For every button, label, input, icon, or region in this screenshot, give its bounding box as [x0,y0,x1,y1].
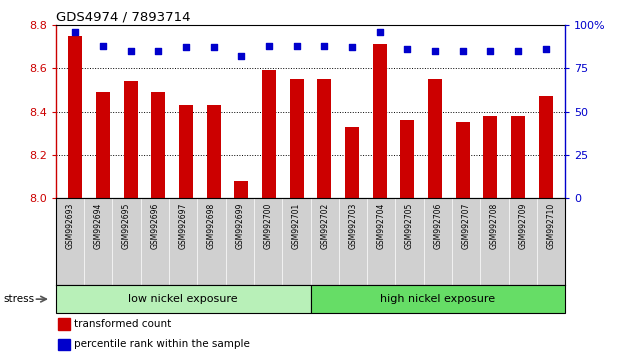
Point [292,43,302,48]
Bar [317,79,331,198]
Point [237,53,247,59]
Text: GSM992704: GSM992704 [377,202,386,249]
Point [458,48,468,53]
Text: GSM992695: GSM992695 [122,202,131,249]
Bar [96,92,110,198]
Text: GSM992703: GSM992703 [348,202,358,249]
Bar [207,105,220,198]
Text: GSM992699: GSM992699 [235,202,244,249]
Text: GSM992696: GSM992696 [150,202,160,249]
Bar [310,285,565,313]
Text: stress: stress [3,294,34,304]
Point [209,45,219,50]
Point [402,46,412,52]
Bar [456,122,469,198]
Bar [179,105,193,198]
Point [513,48,523,53]
Bar [124,81,137,198]
Text: GSM992710: GSM992710 [546,202,555,249]
Bar [262,70,276,198]
Point [486,48,496,53]
Bar [234,181,248,198]
Point [430,48,440,53]
Bar [56,285,310,313]
Text: GSM992700: GSM992700 [263,202,273,249]
Bar [428,79,442,198]
Bar [484,116,497,198]
Text: GSM992705: GSM992705 [405,202,414,249]
Bar [68,36,82,198]
Bar [373,44,387,198]
Point [125,48,135,53]
Point [541,46,551,52]
Point [153,48,163,53]
Bar [58,338,70,350]
Text: GDS4974 / 7893714: GDS4974 / 7893714 [56,11,191,24]
Text: GSM992707: GSM992707 [461,202,471,249]
Bar [539,96,553,198]
Bar [290,79,304,198]
Point [319,43,329,48]
Bar [401,120,414,198]
Bar [152,92,165,198]
Text: GSM992697: GSM992697 [179,202,188,249]
Text: GSM992698: GSM992698 [207,202,216,249]
Bar [345,127,359,198]
Text: GSM992701: GSM992701 [292,202,301,249]
Text: GSM992702: GSM992702 [320,202,329,249]
Bar [511,116,525,198]
Point [181,45,191,50]
Text: GSM992708: GSM992708 [490,202,499,249]
Point [98,43,108,48]
Point [264,43,274,48]
Text: GSM992694: GSM992694 [94,202,103,249]
Text: high nickel exposure: high nickel exposure [380,294,496,304]
Point [374,29,384,35]
Text: GSM992709: GSM992709 [518,202,527,249]
Text: transformed count: transformed count [74,319,171,329]
Point [347,45,357,50]
Text: GSM992706: GSM992706 [433,202,442,249]
Bar [58,318,70,330]
Text: low nickel exposure: low nickel exposure [129,294,238,304]
Point [70,29,80,35]
Text: percentile rank within the sample: percentile rank within the sample [74,339,250,349]
Text: GSM992693: GSM992693 [66,202,75,249]
